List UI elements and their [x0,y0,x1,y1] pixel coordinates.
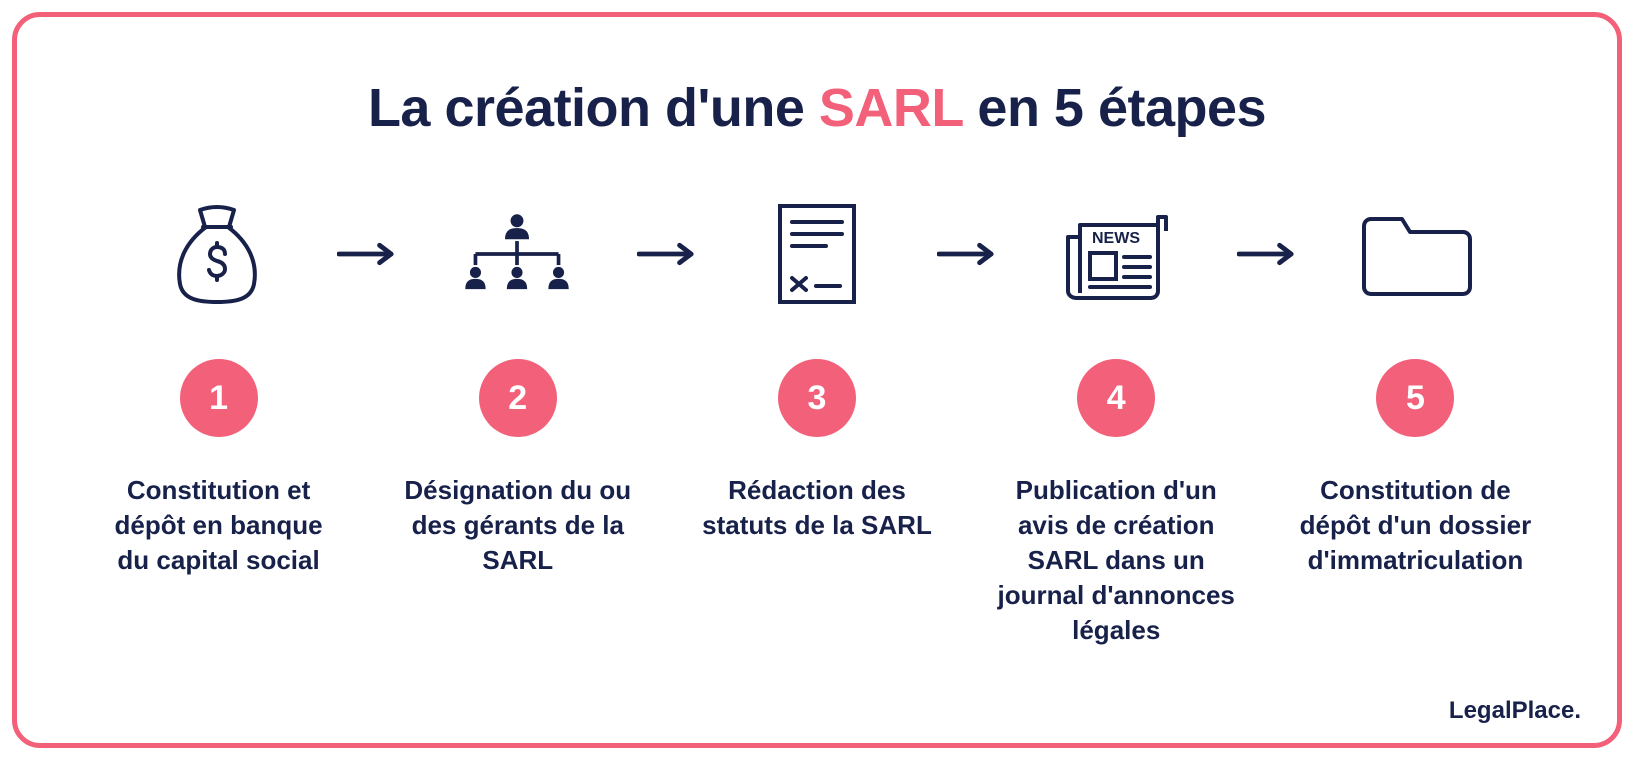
step-5-badge: 5 [1376,359,1454,437]
step-2-badge: 2 [479,359,557,437]
brand-light: Place [1512,697,1575,724]
brand-logo: LegalPlace. [1449,697,1581,725]
step-5: 5 Constitution de dépôt d'un dossier d'i… [1294,359,1537,578]
brand-dot: . [1574,697,1581,724]
arrow-3 [937,242,997,266]
icons-row: NEWS [57,199,1577,309]
step-3-badge: 3 [778,359,856,437]
step-1-badge: 1 [180,359,258,437]
page-title: La création d'une SARL en 5 étapes [57,77,1577,139]
step-4: 4 Publication d'un avis de création SARL… [995,359,1238,648]
step-3: 3 Rédaction des statuts de la SARL [695,359,938,543]
title-accent: SARL [819,78,963,138]
step-1-label: Constitution et dépôt en banque du capit… [97,473,340,578]
arrow-1 [337,242,397,266]
step-3-number: 3 [808,379,827,418]
step-4-badge: 4 [1077,359,1155,437]
newspaper-icon: NEWS [1057,199,1177,309]
step-1-icon-col [97,199,337,309]
title-prefix: La création d'une [368,78,819,138]
arrow-4 [1237,242,1297,266]
money-bag-icon [157,199,277,309]
step-2-icon-col [397,199,637,309]
step-4-number: 4 [1107,379,1126,418]
step-5-label: Constitution de dépôt d'un dossier d'imm… [1294,473,1537,578]
folder-icon [1357,199,1477,309]
step-2-number: 2 [508,379,527,418]
infographic-card: La création d'une SARL en 5 étapes [12,12,1622,748]
step-5-number: 5 [1406,379,1425,418]
step-4-icon-col: NEWS [997,199,1237,309]
step-3-icon-col [697,199,937,309]
step-1-number: 1 [209,379,228,418]
arrow-2 [637,242,697,266]
step-3-label: Rédaction des statuts de la SARL [695,473,938,543]
svg-text:NEWS: NEWS [1092,230,1140,247]
step-5-icon-col [1297,199,1537,309]
document-icon [757,199,877,309]
labels-row: 1 Constitution et dépôt en banque du cap… [57,359,1577,648]
title-suffix: en 5 étapes [963,78,1266,138]
step-1: 1 Constitution et dépôt en banque du cap… [97,359,340,578]
org-chart-icon [457,199,577,309]
brand-strong: Legal [1449,697,1512,724]
step-2-label: Désignation du ou des gérants de la SARL [396,473,639,578]
step-4-label: Publication d'un avis de création SARL d… [995,473,1238,648]
step-2: 2 Désignation du ou des gérants de la SA… [396,359,639,578]
